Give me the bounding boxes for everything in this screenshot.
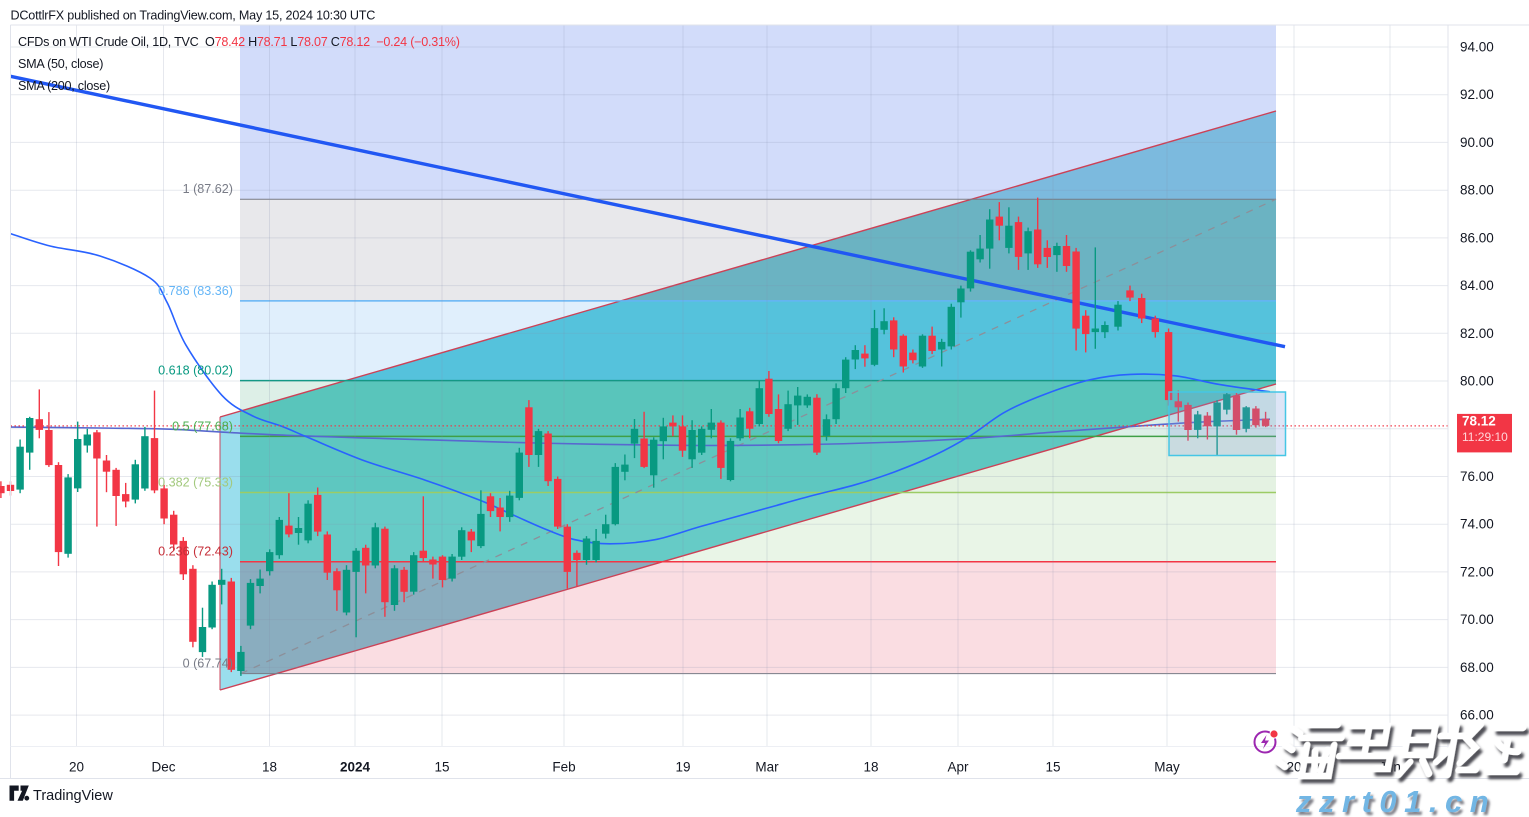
svg-text:88.00: 88.00 (1460, 183, 1494, 198)
svg-text:SMA (50, close): SMA (50, close) (18, 57, 103, 71)
svg-text:20: 20 (1286, 760, 1301, 775)
svg-text:TradingView: TradingView (33, 788, 113, 804)
svg-text:0 (67.74): 0 (67.74) (183, 657, 233, 671)
svg-text:92.00: 92.00 (1460, 87, 1494, 102)
svg-text:20: 20 (69, 760, 84, 775)
svg-text:15: 15 (434, 760, 449, 775)
svg-text:18: 18 (863, 760, 878, 775)
svg-text:76.00: 76.00 (1460, 469, 1494, 484)
svg-text:2024: 2024 (340, 760, 371, 775)
svg-text:SMA (200, close): SMA (200, close) (18, 79, 110, 93)
svg-text:66.00: 66.00 (1460, 708, 1494, 723)
svg-text:11:29:10: 11:29:10 (1462, 430, 1508, 444)
svg-text:18: 18 (262, 760, 277, 775)
svg-text:68.00: 68.00 (1460, 660, 1494, 675)
svg-text:70.00: 70.00 (1460, 612, 1494, 627)
svg-text:82.00: 82.00 (1460, 326, 1494, 341)
svg-text:15: 15 (1045, 760, 1060, 775)
svg-text:CFDs on WTI Crude Oil, 1D, TVC: CFDs on WTI Crude Oil, 1D, TVC O78.42 H7… (18, 35, 460, 49)
svg-text:74.00: 74.00 (1460, 517, 1494, 532)
svg-text:78.12: 78.12 (1462, 413, 1496, 428)
svg-text:72.00: 72.00 (1460, 564, 1494, 579)
svg-text:Apr: Apr (947, 760, 969, 775)
svg-text:1 (87.62): 1 (87.62) (183, 182, 233, 196)
svg-text:May: May (1154, 760, 1180, 775)
svg-text:Mar: Mar (755, 760, 779, 775)
svg-text:84.00: 84.00 (1460, 278, 1494, 293)
svg-text:Feb: Feb (552, 760, 575, 775)
svg-text:0.618 (80.02): 0.618 (80.02) (158, 364, 233, 378)
svg-text:0.382 (75.33): 0.382 (75.33) (158, 476, 233, 490)
svg-text:90.00: 90.00 (1460, 135, 1494, 150)
svg-text:DCottlrFX published on Trading: DCottlrFX published on TradingView.com, … (11, 9, 376, 23)
svg-text:80.00: 80.00 (1460, 374, 1494, 389)
svg-text:94.00: 94.00 (1460, 40, 1494, 55)
svg-text:zzrt01.cn: zzrt01.cn (1295, 784, 1496, 817)
svg-text:0.786 (83.36): 0.786 (83.36) (158, 284, 233, 298)
svg-text:0.236 (72.43): 0.236 (72.43) (158, 545, 233, 559)
svg-text:0.5 (77.68): 0.5 (77.68) (172, 419, 233, 433)
svg-text:19: 19 (675, 760, 690, 775)
svg-text:Dec: Dec (151, 760, 175, 775)
svg-text:86.00: 86.00 (1460, 230, 1494, 245)
